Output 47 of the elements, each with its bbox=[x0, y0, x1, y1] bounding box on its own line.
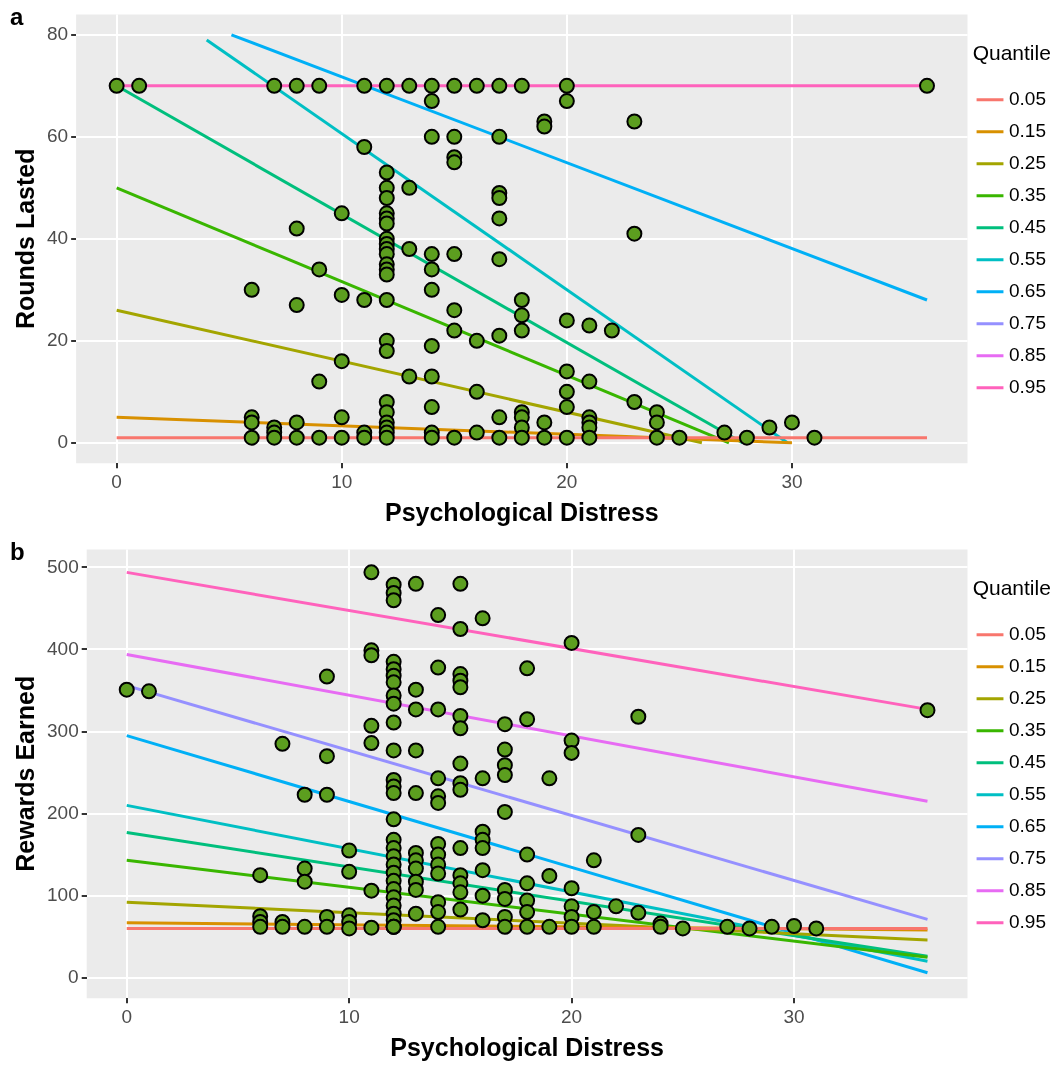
legend-label: 0.15 bbox=[1009, 119, 1046, 141]
legend-label: 0.55 bbox=[1009, 247, 1046, 269]
legend-label: 0.75 bbox=[1009, 846, 1046, 868]
x-tick-label: 30 bbox=[783, 1005, 805, 1027]
legend-label: 0.35 bbox=[1009, 183, 1046, 205]
legend-label: 0.25 bbox=[1009, 151, 1046, 173]
legend-label: 0.05 bbox=[1009, 622, 1046, 644]
legend-label: 0.05 bbox=[1009, 87, 1046, 109]
legend-label: 0.75 bbox=[1009, 311, 1046, 333]
text: a bbox=[10, 2, 24, 30]
legend-label: 0.85 bbox=[1009, 878, 1046, 900]
legend-label: 0.45 bbox=[1009, 215, 1046, 237]
x-axis-title: Psychological Distress bbox=[390, 1032, 664, 1061]
x-tick-label: 20 bbox=[556, 470, 578, 492]
y-tick-label: 200 bbox=[47, 801, 79, 823]
legend-label: 0.25 bbox=[1009, 686, 1046, 708]
legend-label: 0.85 bbox=[1009, 343, 1046, 365]
legend-label: 0.55 bbox=[1009, 782, 1046, 804]
y-tick-label: 80 bbox=[46, 23, 69, 45]
y-tick-label: 400 bbox=[47, 637, 79, 659]
legend-label: 0.35 bbox=[1009, 718, 1046, 740]
y-tick-label: 0 bbox=[57, 431, 69, 453]
x-tick-label: 30 bbox=[781, 470, 803, 492]
legend-label: 0.95 bbox=[1009, 910, 1046, 932]
y-tick-label: 500 bbox=[47, 555, 79, 577]
x-tick-label: 20 bbox=[561, 1005, 583, 1027]
x-tick-label: 10 bbox=[338, 1005, 360, 1027]
legend-label: 0.45 bbox=[1009, 750, 1046, 772]
legend-label: 0.95 bbox=[1009, 375, 1046, 397]
legend-title: Quantile bbox=[972, 576, 1051, 600]
text: b bbox=[10, 537, 25, 565]
legend-label: 0.65 bbox=[1009, 814, 1046, 836]
x-axis-title: Psychological Distress bbox=[384, 497, 659, 526]
legend-label: 0.65 bbox=[1009, 279, 1046, 301]
y-axis-title: Rewards Earned bbox=[10, 675, 39, 872]
y-tick-label: 60 bbox=[46, 125, 69, 147]
y-tick-label: 20 bbox=[46, 329, 69, 351]
x-tick-label: 10 bbox=[331, 470, 353, 492]
y-tick-label: 300 bbox=[47, 719, 79, 741]
x-tick-label: 0 bbox=[111, 470, 122, 492]
legend-label: 0.15 bbox=[1009, 654, 1046, 676]
y-axis-title: Rounds Lasted bbox=[10, 148, 39, 330]
y-tick-label: 100 bbox=[47, 883, 79, 905]
y-tick-label: 40 bbox=[46, 227, 69, 249]
legend-title: Quantile bbox=[972, 41, 1051, 65]
x-tick-label: 0 bbox=[121, 1005, 133, 1027]
y-tick-label: 0 bbox=[68, 965, 79, 987]
